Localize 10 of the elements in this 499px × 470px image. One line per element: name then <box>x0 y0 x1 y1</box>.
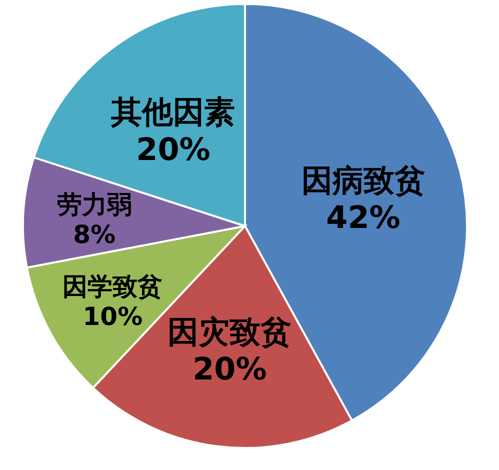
data-label: 20% <box>136 132 210 168</box>
slice-label: 因灾致贫 <box>168 314 292 350</box>
slice-label: 其他因素 <box>110 94 236 131</box>
data-label: 8% <box>73 220 116 249</box>
slice-label: 因病致贫 <box>301 162 426 199</box>
data-label: 10% <box>82 302 143 331</box>
data-label: 42% <box>326 200 400 236</box>
slice-label: 劳力弱 <box>56 190 132 219</box>
slice-label: 因学致贫 <box>62 272 163 301</box>
data-label: 20% <box>192 352 267 388</box>
